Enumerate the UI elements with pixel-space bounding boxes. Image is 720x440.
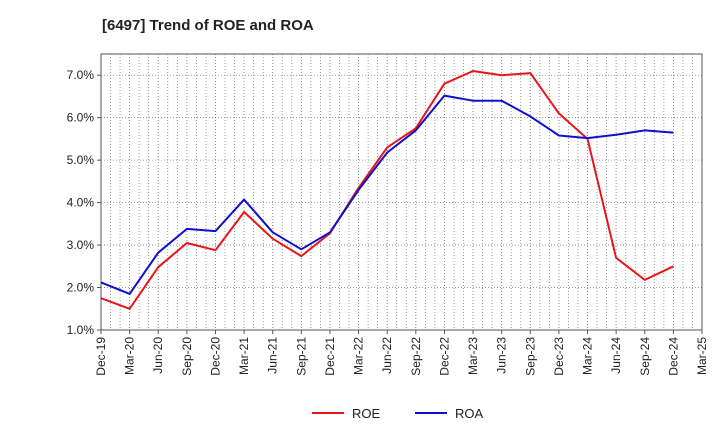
x-tick-label: Jun-20 xyxy=(151,337,165,374)
x-tick-label: Mar-24 xyxy=(581,337,595,375)
chart-title: [6497] Trend of ROE and ROA xyxy=(102,17,314,34)
series-line-roe xyxy=(100,70,674,310)
series-lines xyxy=(100,70,674,310)
x-tick-label: Mar-21 xyxy=(237,337,251,375)
x-tick-label: Jun-21 xyxy=(266,337,280,374)
x-tick-label: Sep-24 xyxy=(638,337,652,376)
y-tick-label: 4.0% xyxy=(67,196,95,210)
legend-label-roe: ROE xyxy=(352,406,381,421)
x-tick-label: Mar-20 xyxy=(123,337,137,375)
x-tick-label: Mar-23 xyxy=(466,337,480,375)
y-tick-label: 7.0% xyxy=(67,68,95,82)
x-tick-label: Dec-21 xyxy=(323,337,337,376)
y-tick-label: 1.0% xyxy=(67,323,95,337)
x-tick-label: Dec-24 xyxy=(666,337,680,376)
plot-border xyxy=(100,53,703,331)
x-tick-label: Mar-25 xyxy=(695,337,709,375)
x-axis-ticks: Dec-19 Mar-20 Jun-20 Sep-20 Dec-20 Mar-21 Jun-… xyxy=(94,330,709,376)
x-tick-label: Sep-23 xyxy=(523,337,537,376)
legend-label-roa: ROA xyxy=(455,406,484,421)
x-tick-label: Dec-23 xyxy=(552,337,566,376)
y-axis-ticks: 1.0% 2.0% 3.0% 4.0% 5.0% 6.0% 7.0% xyxy=(67,68,101,337)
plot-area xyxy=(101,54,702,330)
x-tick-label: Dec-20 xyxy=(208,337,222,376)
vertical-grid xyxy=(110,54,703,330)
x-tick-label: Jun-23 xyxy=(495,337,509,374)
x-tick-label: Sep-20 xyxy=(180,337,194,376)
x-tick-label: Dec-19 xyxy=(94,337,108,376)
x-tick-label: Mar-22 xyxy=(352,337,366,375)
x-tick-label: Dec-22 xyxy=(437,337,451,376)
x-tick-label: Jun-22 xyxy=(380,337,394,374)
x-tick-label: Sep-22 xyxy=(409,337,423,376)
x-tick-label: Sep-21 xyxy=(294,337,308,376)
x-tick-label: Jun-24 xyxy=(609,337,623,374)
legend: ROE ROA xyxy=(312,406,484,421)
y-tick-label: 6.0% xyxy=(67,111,95,125)
y-tick-label: 2.0% xyxy=(67,281,95,295)
y-tick-label: 3.0% xyxy=(67,238,95,252)
y-tick-label: 5.0% xyxy=(67,153,95,167)
series-line-roa xyxy=(100,94,674,295)
